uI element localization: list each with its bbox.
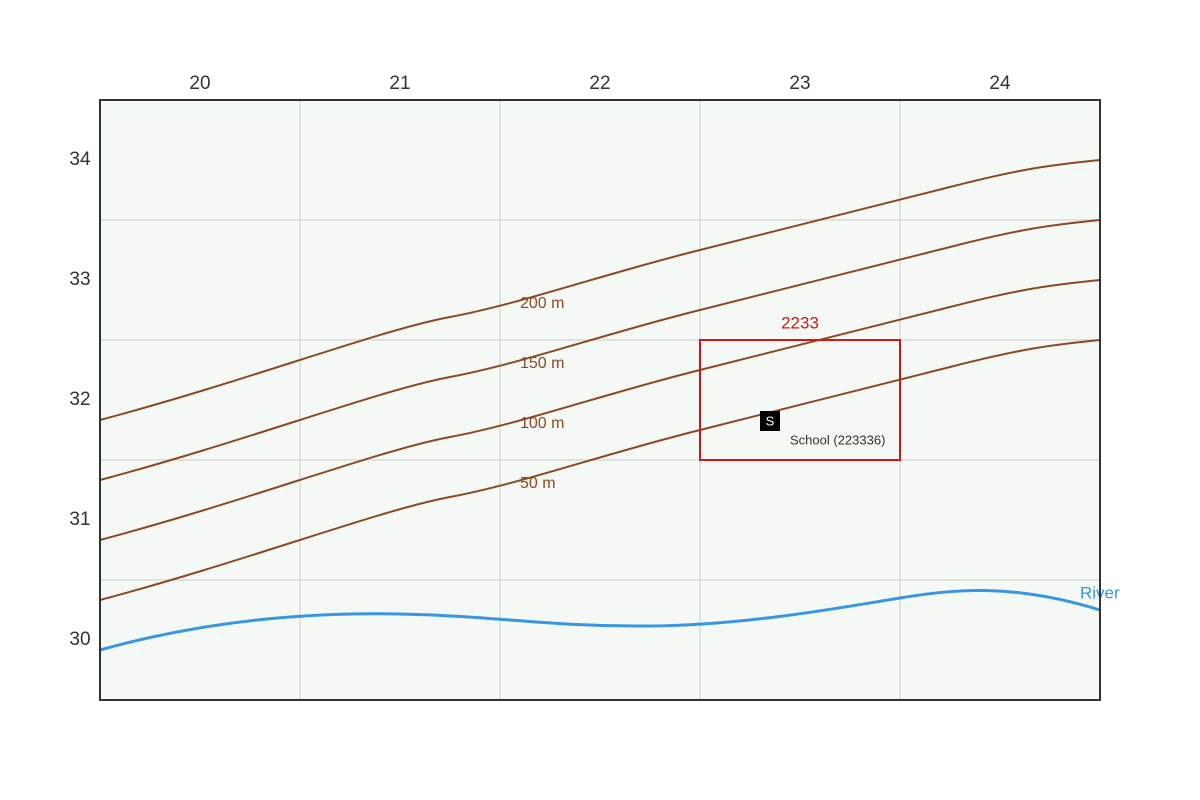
column-labels: 20 21 22 23 24 [189,73,1011,94]
school-symbol: S [766,413,775,428]
contour-label: 150 m [520,355,564,372]
column-label: 23 [789,73,810,94]
contour-label: 100 m [520,415,564,432]
contour-line [99,219,1101,481]
map-area [100,100,1100,700]
row-labels: 34 33 32 31 30 [69,149,91,650]
contour-line [99,279,1101,541]
row-label: 31 [69,509,90,530]
contour-label: 200 m [520,295,564,312]
row-label: 34 [69,149,91,170]
river [99,588,1101,652]
highlight-square [699,339,901,461]
contours: 200 m 150 m 100 m 50 m [99,159,1101,601]
contour-label: 50 m [520,475,556,492]
map-frame [99,99,1101,701]
column-label: 24 [989,73,1011,94]
contour-line [99,339,1101,601]
school-label: School (223336) [790,432,885,447]
column-label: 20 [189,73,210,94]
column-label: 22 [589,73,610,94]
row-label: 30 [69,629,90,650]
highlight-label: 2233 [781,313,819,332]
school-marker [760,411,780,431]
column-label: 21 [389,73,410,94]
row-label: 32 [69,389,90,410]
contour-line [99,159,1101,421]
row-label: 33 [69,269,90,290]
